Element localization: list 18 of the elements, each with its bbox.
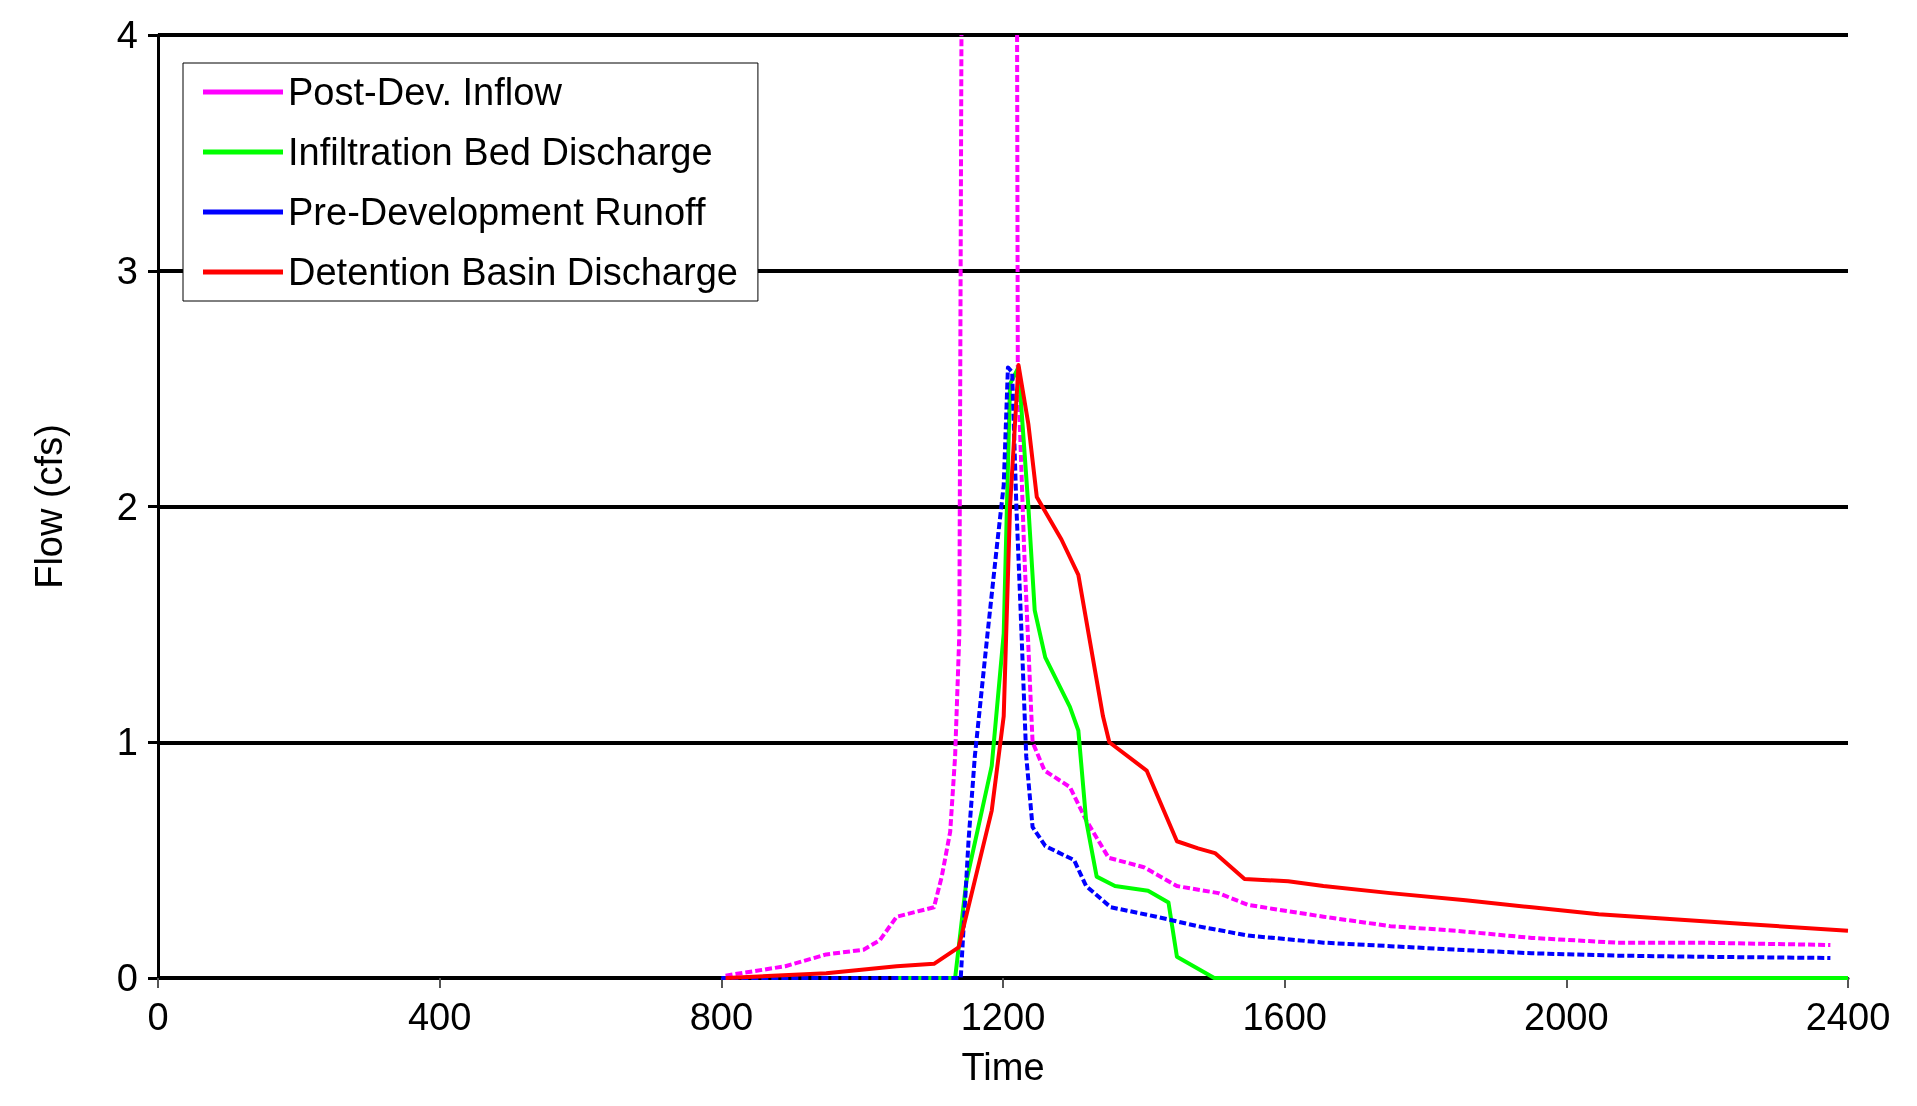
x-tick-label: 2400 [1805, 996, 1891, 1038]
legend-label: Infiltration Bed Discharge [288, 131, 713, 173]
y-tick-label: 4 [116, 14, 138, 56]
x-tick-label: 1200 [960, 996, 1046, 1038]
y-tick-label: 3 [116, 249, 138, 292]
legend-label: Pre-Development Runoff [288, 191, 706, 233]
y-axis-title: Flow (cfs) [28, 424, 70, 589]
y-tick-label: 2 [116, 485, 138, 528]
y-tick-label: 1 [116, 721, 138, 764]
x-tick-label: 2000 [1524, 996, 1609, 1038]
x-tick-label: 0 [147, 996, 169, 1038]
legend-label: Post-Dev. Inflow [288, 71, 563, 113]
x-tick-label: 400 [407, 996, 472, 1038]
y-tick-label: 0 [116, 957, 138, 999]
x-tick-label: 1600 [1242, 996, 1327, 1038]
legend-label: Detention Basin Discharge [288, 251, 738, 293]
x-tick-label: 800 [689, 996, 754, 1038]
x-axis-title: Time [961, 1046, 1045, 1088]
